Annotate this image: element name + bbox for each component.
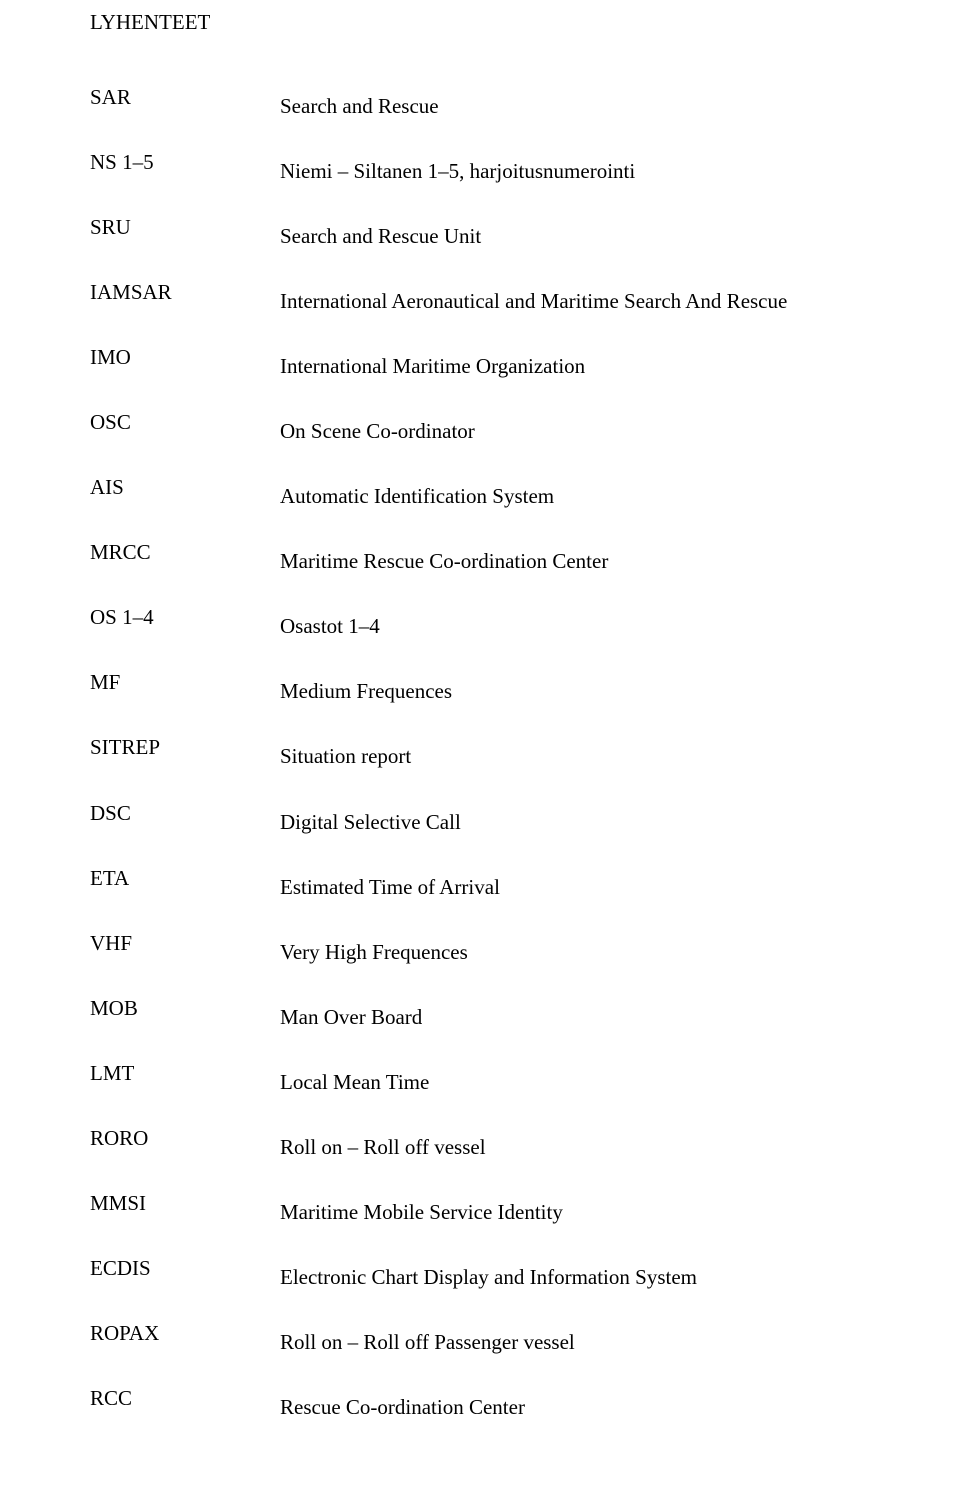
- abbreviation-definition: Local Mean Time: [280, 1061, 870, 1104]
- page-title: LYHENTEET: [90, 10, 870, 35]
- abbreviation-row: MRCCMaritime Rescue Co-ordination Center: [90, 540, 870, 583]
- abbreviation-term: MF: [90, 670, 280, 713]
- abbreviation-definition: Roll on – Roll off vessel: [280, 1126, 870, 1169]
- abbreviation-term: MOB: [90, 996, 280, 1039]
- abbreviation-term: VHF: [90, 931, 280, 974]
- abbreviation-term: LMT: [90, 1061, 280, 1104]
- abbreviation-term: RCC: [90, 1386, 280, 1429]
- abbreviation-row: IMOInternational Maritime Organization: [90, 345, 870, 388]
- abbreviation-definition: Medium Frequences: [280, 670, 870, 713]
- abbreviation-definition: Digital Selective Call: [280, 801, 870, 844]
- abbreviation-row: MFMedium Frequences: [90, 670, 870, 713]
- abbreviation-term: SITREP: [90, 735, 280, 778]
- abbreviation-term: ROPAX: [90, 1321, 280, 1364]
- abbreviation-row: AISAutomatic Identification System: [90, 475, 870, 518]
- abbreviation-definition: Search and Rescue: [280, 85, 870, 128]
- abbreviation-row: RORORoll on – Roll off vessel: [90, 1126, 870, 1169]
- abbreviation-definition: Niemi – Siltanen 1–5, harjoitusnumeroint…: [280, 150, 870, 193]
- abbreviation-row: ETAEstimated Time of Arrival: [90, 866, 870, 909]
- abbreviation-row: SARSearch and Rescue: [90, 85, 870, 128]
- abbreviation-row: MOBMan Over Board: [90, 996, 870, 1039]
- abbreviation-definition: Man Over Board: [280, 996, 870, 1039]
- abbreviation-definition: Maritime Mobile Service Identity: [280, 1191, 870, 1234]
- abbreviation-row: RCCRescue Co-ordination Center: [90, 1386, 870, 1429]
- abbreviation-term: OS 1–4: [90, 605, 280, 648]
- abbreviation-term: SRU: [90, 215, 280, 258]
- abbreviation-definition: International Maritime Organization: [280, 345, 870, 388]
- abbreviation-term: IAMSAR: [90, 280, 280, 323]
- abbreviation-term: DSC: [90, 801, 280, 844]
- abbreviation-row: LMTLocal Mean Time: [90, 1061, 870, 1104]
- abbreviation-row: ROPAXRoll on – Roll off Passenger vessel: [90, 1321, 870, 1364]
- abbreviation-definition: Very High Frequences: [280, 931, 870, 974]
- abbreviation-row: SITREPSituation report: [90, 735, 870, 778]
- abbreviation-definition: Rescue Co-ordination Center: [280, 1386, 870, 1429]
- abbreviation-row: MMSIMaritime Mobile Service Identity: [90, 1191, 870, 1234]
- abbreviation-row: DSCDigital Selective Call: [90, 801, 870, 844]
- abbreviation-term: OSC: [90, 410, 280, 453]
- abbreviation-term: ETA: [90, 866, 280, 909]
- abbreviation-row: SRUSearch and Rescue Unit: [90, 215, 870, 258]
- abbreviation-term: ECDIS: [90, 1256, 280, 1299]
- abbreviation-row: IAMSARInternational Aeronautical and Mar…: [90, 280, 870, 323]
- abbreviation-term: MRCC: [90, 540, 280, 583]
- page-content: LYHENTEET SARSearch and RescueNS 1–5Niem…: [0, 0, 960, 1491]
- abbreviation-row: OS 1–4Osastot 1–4: [90, 605, 870, 648]
- abbreviation-definition: Maritime Rescue Co-ordination Center: [280, 540, 870, 583]
- abbreviation-row: NS 1–5Niemi – Siltanen 1–5, harjoitusnum…: [90, 150, 870, 193]
- abbreviation-definition: On Scene Co-ordinator: [280, 410, 870, 453]
- abbreviation-definition: Situation report: [280, 735, 870, 778]
- abbreviation-term: NS 1–5: [90, 150, 280, 193]
- abbreviation-term: AIS: [90, 475, 280, 518]
- abbreviation-term: RORO: [90, 1126, 280, 1169]
- abbreviation-definition: Estimated Time of Arrival: [280, 866, 870, 909]
- abbreviation-definition: Search and Rescue Unit: [280, 215, 870, 258]
- abbreviation-term: MMSI: [90, 1191, 280, 1234]
- abbreviation-row: OSCOn Scene Co-ordinator: [90, 410, 870, 453]
- abbreviation-definition: Automatic Identification System: [280, 475, 870, 518]
- abbreviation-definition: Osastot 1–4: [280, 605, 870, 648]
- abbreviation-definition: Roll on – Roll off Passenger vessel: [280, 1321, 870, 1364]
- abbreviation-row: VHFVery High Frequences: [90, 931, 870, 974]
- abbreviation-list: SARSearch and RescueNS 1–5Niemi – Siltan…: [90, 85, 870, 1429]
- abbreviation-definition: International Aeronautical and Maritime …: [280, 280, 870, 323]
- abbreviation-term: SAR: [90, 85, 280, 128]
- abbreviation-definition: Electronic Chart Display and Information…: [280, 1256, 870, 1299]
- abbreviation-term: IMO: [90, 345, 280, 388]
- abbreviation-row: ECDISElectronic Chart Display and Inform…: [90, 1256, 870, 1299]
